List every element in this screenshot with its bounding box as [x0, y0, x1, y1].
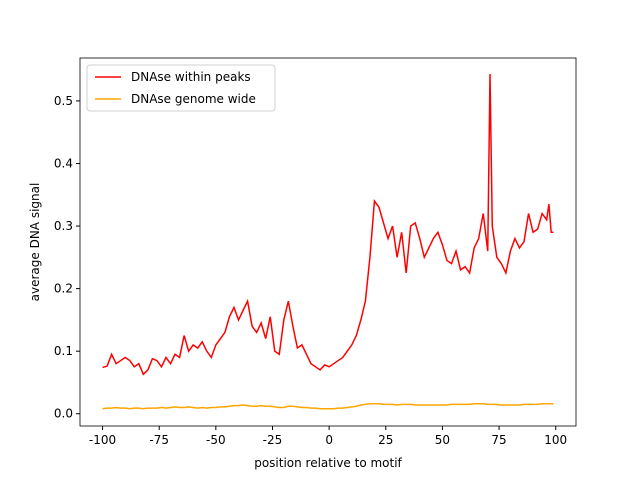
plot-frame [79, 57, 577, 427]
y-tick-label: 0.2 [54, 282, 73, 296]
y-axis-label: average DNA signal [28, 183, 42, 302]
y-tick-label: 0.4 [54, 156, 73, 170]
x-tick-label: 50 [435, 433, 450, 447]
legend-label: DNAse genome wide [131, 92, 256, 106]
y-tick-label: 0.0 [54, 407, 73, 421]
x-tick-label: 0 [325, 433, 333, 447]
y-tick-label: 0.1 [54, 344, 73, 358]
data-line [102, 74, 554, 376]
x-tick-label: 75 [491, 433, 506, 447]
legend-box [86, 64, 276, 112]
data-line [102, 402, 554, 410]
x-tick-label: -50 [206, 433, 226, 447]
x-tick-label: 100 [544, 433, 567, 447]
x-tick-label: 25 [378, 433, 393, 447]
x-axis-label: position relative to motif [254, 456, 402, 470]
x-tick-label: -75 [149, 433, 169, 447]
x-tick-label: -100 [89, 433, 116, 447]
y-tick-label: 0.3 [54, 219, 73, 233]
legend-label: DNAse within peaks [131, 70, 251, 84]
x-tick-label: -25 [263, 433, 283, 447]
y-tick-label: 0.5 [54, 94, 73, 108]
